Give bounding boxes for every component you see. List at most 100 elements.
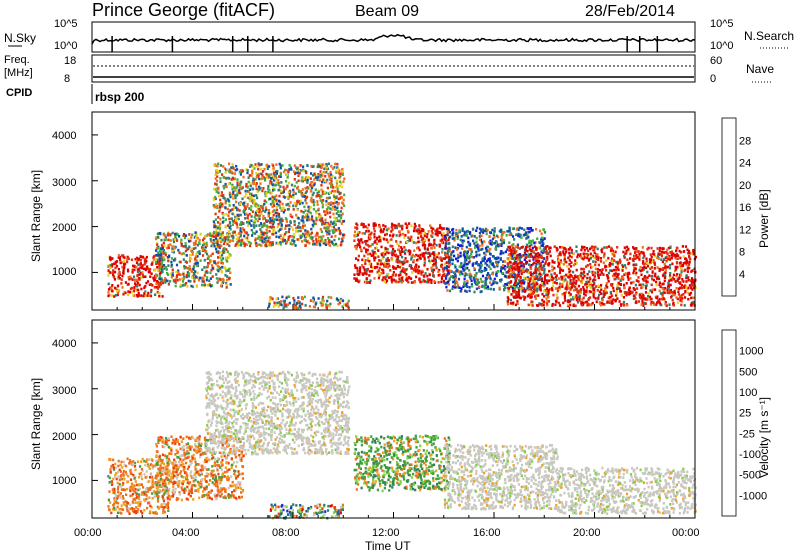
- heatmap-cell: [410, 267, 413, 270]
- heatmap-cell: [134, 279, 137, 282]
- heatmap-cell: [162, 264, 166, 267]
- heatmap-cell: [304, 191, 307, 195]
- heatmap-cell: [118, 271, 121, 274]
- heatmap-cell: [597, 296, 600, 300]
- heatmap-cell: [191, 233, 194, 237]
- heatmap-cell: [460, 262, 463, 265]
- heatmap-cell: [509, 260, 512, 264]
- heatmap-cell: [519, 276, 522, 279]
- heatmap-cell: [312, 203, 316, 207]
- heatmap-cell: [373, 227, 376, 230]
- heatmap-cell: [255, 187, 258, 191]
- heatmap-cell: [347, 306, 350, 310]
- heatmap-cell: [214, 182, 217, 186]
- heatmap-cell: [336, 206, 339, 210]
- heatmap-cell: [229, 228, 232, 231]
- heatmap-cell: [220, 284, 223, 288]
- heatmap-cell: [455, 269, 459, 273]
- heatmap-cell: [514, 286, 517, 289]
- heatmap-cell: [297, 296, 300, 299]
- heatmap-cell: [159, 280, 162, 284]
- heatmap-cell: [321, 174, 324, 177]
- heatmap-cell: [305, 234, 308, 237]
- heatmap-cell: [527, 235, 530, 239]
- heatmap-cell: [619, 283, 622, 286]
- heatmap-cell: [236, 208, 239, 212]
- heatmap-cell: [393, 278, 396, 282]
- heatmap-cell: [404, 257, 407, 260]
- heatmap-cell: [218, 227, 221, 230]
- heatmap-cell: [506, 302, 509, 306]
- heatmap-cell: [119, 261, 122, 265]
- heatmap-cell: [322, 241, 325, 245]
- heatmap-cell: [181, 277, 184, 280]
- heatmap-cell: [207, 256, 210, 259]
- heatmap-cell: [201, 280, 204, 283]
- heatmap-cell: [274, 231, 278, 235]
- heatmap-cell: [543, 276, 546, 280]
- heatmap-cell: [575, 287, 578, 291]
- heatmap-cell: [194, 236, 198, 239]
- heatmap-cell: [402, 262, 405, 266]
- heatmap-cell: [536, 260, 539, 264]
- heatmap-cell: [289, 242, 292, 246]
- heatmap-cell: [216, 226, 219, 230]
- heatmap-cell: [392, 267, 395, 270]
- heatmap-cell: [456, 259, 459, 263]
- heatmap-cell: [470, 274, 473, 278]
- heatmap-cell: [195, 252, 198, 256]
- heatmap-cell: [440, 241, 443, 244]
- heatmap-cell: [163, 258, 166, 262]
- heatmap-cell: [502, 251, 505, 255]
- heatmap-cell: [679, 299, 682, 302]
- heatmap-cell: [554, 299, 558, 303]
- heatmap-cell: [677, 290, 680, 294]
- heatmap-cell: [406, 279, 409, 282]
- heatmap-cell: [311, 180, 314, 184]
- heatmap-cell: [162, 252, 165, 255]
- heatmap-cell: [222, 184, 225, 188]
- heatmap-cell: [305, 201, 308, 205]
- heatmap-cell: [457, 277, 461, 281]
- heatmap-cell: [291, 238, 294, 242]
- heatmap-cell: [541, 260, 544, 263]
- heatmap-cell: [115, 264, 119, 268]
- heatmap-cell: [621, 267, 624, 271]
- heatmap-cell: [357, 231, 360, 234]
- heatmap-cell: [279, 234, 282, 237]
- heatmap-cell: [244, 236, 247, 240]
- heatmap-cell: [538, 267, 541, 271]
- heatmap-cell: [508, 226, 511, 230]
- heatmap-cell: [164, 281, 167, 284]
- heatmap-cell: [541, 236, 544, 240]
- heatmap-cell: [469, 231, 472, 234]
- heatmap-cell: [529, 277, 532, 280]
- heatmap-cell: [360, 223, 363, 226]
- heatmap-cell: [516, 254, 519, 257]
- heatmap-cell: [205, 241, 208, 245]
- heatmap-cell: [508, 233, 511, 237]
- heatmap-cell: [569, 293, 572, 296]
- heatmap-cell: [310, 227, 313, 231]
- heatmap-cell: [235, 164, 238, 168]
- heatmap-cell: [657, 254, 660, 258]
- heatmap-cell: [195, 262, 198, 265]
- heatmap-cell: [568, 259, 571, 262]
- heatmap-cell: [516, 274, 520, 278]
- heatmap-cell: [486, 263, 489, 267]
- heatmap-cell: [317, 174, 320, 177]
- heatmap-cell: [243, 234, 246, 238]
- heatmap-cell: [322, 171, 325, 174]
- heatmap-cell: [266, 239, 269, 243]
- heatmap-cell: [316, 194, 319, 197]
- heatmap-cell: [374, 246, 377, 250]
- heatmap-cell: [641, 269, 644, 272]
- heatmap-cell: [342, 180, 345, 183]
- heatmap-cell: [578, 298, 581, 302]
- heatmap-cell: [245, 243, 248, 246]
- heatmap-cell: [436, 227, 439, 231]
- heatmap-cell: [131, 271, 134, 274]
- heatmap-cell: [413, 259, 416, 262]
- heatmap-cell: [216, 264, 219, 268]
- heatmap-cell: [667, 291, 670, 295]
